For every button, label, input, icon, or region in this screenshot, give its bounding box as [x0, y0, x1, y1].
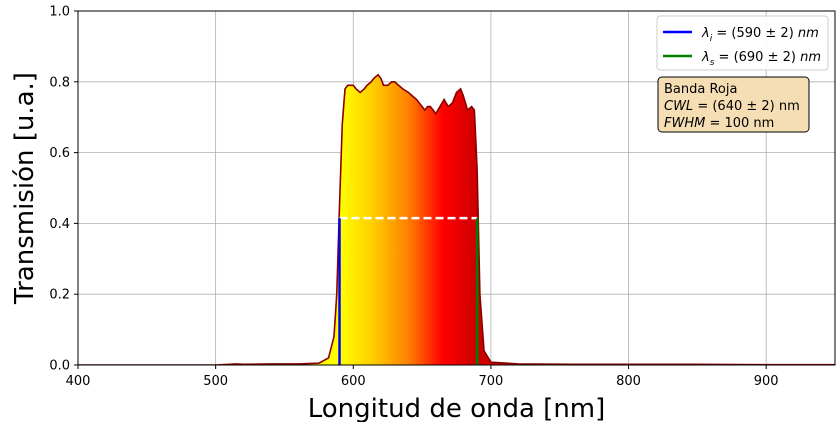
- x-tick-label: 800: [616, 374, 641, 389]
- x-tick-label: 900: [754, 374, 779, 389]
- info-annotation: Banda Roja CWL = (640 ± 2) nm FWHM = 100 n…: [657, 76, 810, 133]
- info-line: FWHM = 100 nm: [664, 116, 774, 131]
- x-tick-label: 600: [341, 374, 366, 389]
- transmission-fill: [78, 74, 835, 365]
- plot-frame: [77, 10, 836, 366]
- y-tick-label: 0.0: [49, 359, 70, 374]
- info-line: CWL = (640 ± 2) nm: [664, 99, 800, 114]
- legend: λi = (590 ± 2) nm λs = (690 ± 2) nm: [656, 15, 829, 71]
- transmission-curve: [78, 73, 835, 365]
- info-line: Banda Roja: [664, 82, 737, 97]
- y-tick-label: 1.0: [49, 5, 70, 20]
- x-tick-label: 700: [478, 374, 503, 389]
- x-axis-title: Longitud de onda [nm]: [308, 394, 606, 422]
- info-box: [657, 76, 810, 133]
- legend-label: λs = (690 ± 2) nm: [701, 50, 821, 68]
- y-tick-label: 0.4: [49, 217, 70, 232]
- legend-label: λi = (590 ± 2) nm: [701, 26, 819, 44]
- x-tick-label: 400: [66, 374, 91, 389]
- y-axis-title: Transmisión [u.a.]: [10, 72, 40, 305]
- y-tick-label: 0.6: [49, 146, 70, 161]
- x-tick-label: 500: [203, 374, 228, 389]
- y-tick-label: 0.8: [49, 75, 70, 90]
- y-tick-label: 0.2: [49, 288, 70, 303]
- legend-box: [656, 15, 829, 71]
